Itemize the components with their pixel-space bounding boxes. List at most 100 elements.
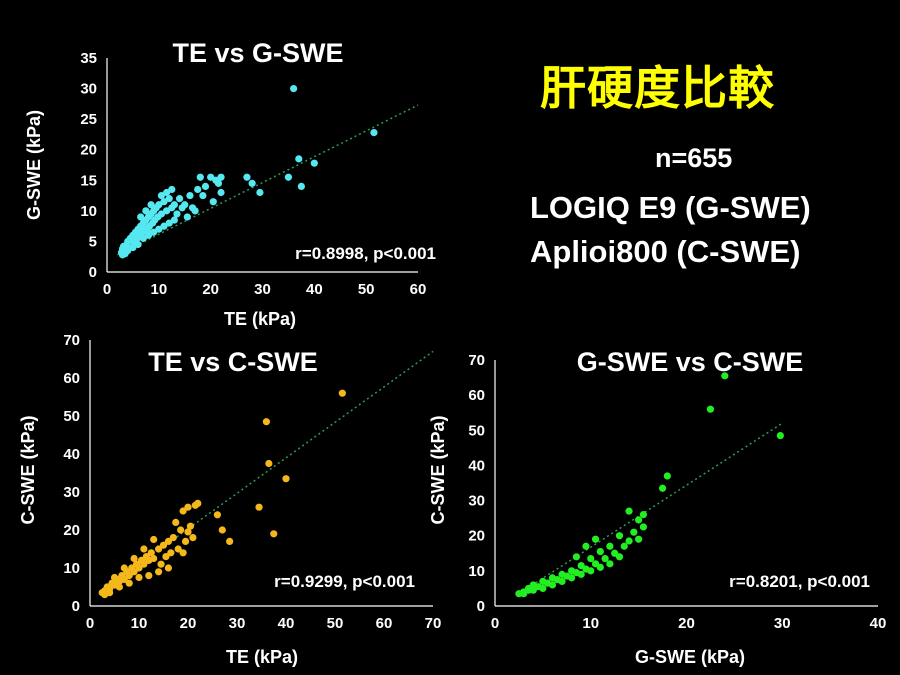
data-point <box>577 561 585 570</box>
x-tick-label: 30 <box>254 281 271 298</box>
y-tick-label: 30 <box>63 484 80 501</box>
chart-title: TE vs G-SWE <box>172 38 343 68</box>
data-point <box>539 577 547 586</box>
data-point <box>165 195 173 203</box>
data-point <box>170 216 178 224</box>
data-point <box>167 549 175 557</box>
data-point <box>577 570 585 578</box>
data-point <box>150 535 158 544</box>
data-point <box>582 542 590 550</box>
data-point <box>310 159 318 167</box>
y-tick-label: 20 <box>63 522 80 539</box>
data-point <box>150 554 158 563</box>
data-point <box>217 173 225 181</box>
data-point <box>170 201 178 209</box>
data-point <box>157 560 165 568</box>
y-tick-label: 0 <box>89 264 97 281</box>
data-point <box>134 240 142 249</box>
data-point <box>129 243 137 252</box>
x-tick-label: 40 <box>278 615 295 632</box>
data-point <box>539 584 547 593</box>
y-tick-label: 10 <box>468 563 485 580</box>
data-point <box>125 572 133 580</box>
data-point <box>284 173 293 181</box>
data-point <box>776 431 784 440</box>
data-point <box>159 541 168 549</box>
y-tick-label: 50 <box>63 408 80 425</box>
data-point <box>173 210 181 218</box>
data-point <box>639 523 648 531</box>
data-point <box>568 574 576 582</box>
chart-title: G-SWE vs C-SWE <box>577 347 804 377</box>
data-point <box>209 198 217 206</box>
data-point <box>721 372 729 380</box>
data-point <box>606 560 614 568</box>
y-tick-label: 60 <box>468 387 485 404</box>
data-point <box>164 537 172 546</box>
trendline <box>99 350 434 594</box>
data-point <box>295 155 303 163</box>
data-point <box>186 522 195 530</box>
data-point <box>290 84 298 93</box>
y-axis-label: C-SWE (kPa) <box>428 415 448 524</box>
data-point <box>658 484 667 492</box>
data-point <box>160 198 168 206</box>
data-point <box>270 530 278 538</box>
x-tick-label: 30 <box>774 615 791 632</box>
data-point <box>140 545 148 553</box>
data-point <box>145 572 153 580</box>
x-tick-label: 60 <box>410 281 427 298</box>
data-point <box>144 231 153 239</box>
x-tick-label: 20 <box>180 615 197 632</box>
y-tick-label: 50 <box>468 422 485 439</box>
y-tick-label: 20 <box>80 142 97 159</box>
data-point <box>162 553 170 561</box>
data-point <box>226 537 234 546</box>
x-tick-label: 0 <box>491 615 499 632</box>
data-point <box>155 545 163 553</box>
data-point <box>179 507 187 515</box>
slide-title: 肝硬度比較 <box>540 61 775 115</box>
data-point <box>184 528 192 536</box>
y-tick-label: 35 <box>80 50 97 67</box>
data-point <box>163 188 171 197</box>
x-tick-label: 40 <box>870 615 887 632</box>
data-point <box>165 219 173 227</box>
data-point <box>137 213 145 221</box>
x-tick-label: 50 <box>327 615 344 632</box>
y-axis-label: G-SWE (kPa) <box>24 110 44 220</box>
data-point <box>125 579 133 587</box>
data-point <box>155 568 163 576</box>
data-point <box>217 188 225 197</box>
y-tick-label: 0 <box>477 598 485 615</box>
x-tick-label: 0 <box>103 281 111 298</box>
data-point <box>663 472 671 480</box>
data-point <box>120 564 128 572</box>
x-tick-label: 60 <box>376 615 393 632</box>
data-point <box>181 537 190 546</box>
data-point <box>172 518 180 527</box>
data-point <box>163 207 171 215</box>
y-tick-label: 40 <box>63 446 80 463</box>
data-point <box>243 173 251 181</box>
x-tick-label: 10 <box>582 615 599 632</box>
y-tick-label: 10 <box>63 560 80 577</box>
data-point <box>625 507 633 515</box>
y-tick-label: 5 <box>89 233 97 250</box>
data-point <box>596 547 604 556</box>
trendline <box>518 422 783 595</box>
data-point <box>110 573 119 582</box>
data-point <box>706 405 715 413</box>
data-point <box>186 191 194 200</box>
data-point <box>115 583 123 591</box>
data-point <box>184 503 192 511</box>
data-point <box>520 590 528 598</box>
data-point <box>177 526 185 534</box>
data-point <box>529 581 537 589</box>
y-tick-label: 70 <box>63 332 80 349</box>
data-point <box>620 542 628 550</box>
data-point <box>572 553 580 561</box>
data-point <box>142 207 150 215</box>
y-tick-label: 20 <box>468 528 485 545</box>
data-point <box>601 554 609 563</box>
